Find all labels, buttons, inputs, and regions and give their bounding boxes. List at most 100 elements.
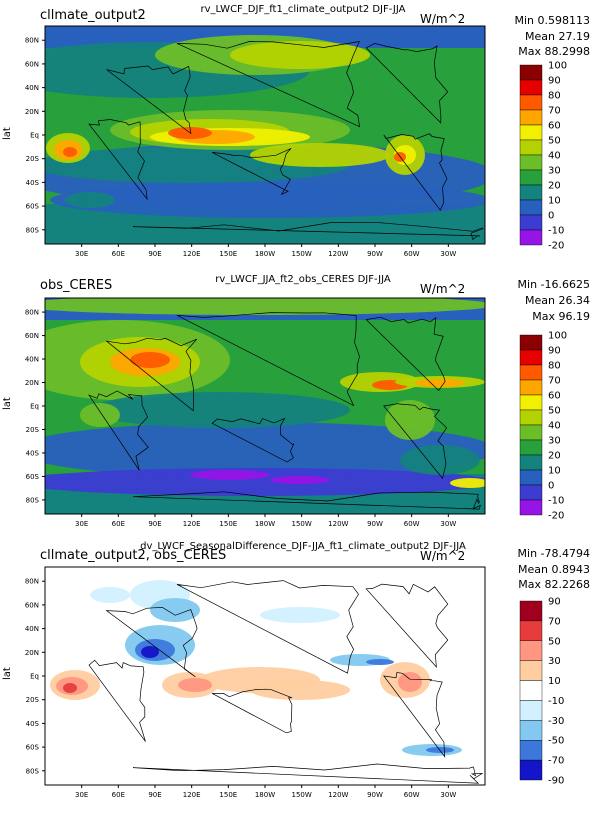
colorbar-label: 50 xyxy=(548,406,561,417)
y-tick-label: 80N xyxy=(25,37,39,45)
colorbar-swatch xyxy=(519,94,543,111)
y-tick-label: 80S xyxy=(26,226,40,234)
field-contour xyxy=(398,672,422,692)
colorbar-label: 10 xyxy=(548,196,561,207)
colorbar-label: 100 xyxy=(548,61,567,72)
x-tick-label: 150W xyxy=(292,250,312,258)
x-tick-label: 60W xyxy=(404,520,420,528)
panel-title: rv_LWCF_DJF_ft1_climate_output2 DJF-JJA xyxy=(200,4,406,15)
colorbar-label: 40 xyxy=(548,151,561,162)
colorbar-swatch xyxy=(519,454,543,471)
y-tick-label: 20S xyxy=(26,696,40,704)
colorbar-label: 90 xyxy=(548,76,561,87)
colorbar-swatch xyxy=(519,600,543,622)
panel-title: dv_LWCF_SeasonalDifference_DJF-JJA_ft1_c… xyxy=(140,541,466,552)
chart-svg: 30E 60E 90E 120E 150E 180W 150W 120W 90W 60W 30W 80… xyxy=(25,25,567,258)
colorbar-label: 30 xyxy=(548,436,561,447)
field-contour xyxy=(415,379,465,387)
field-contour xyxy=(65,192,115,208)
colorbar-swatch xyxy=(519,759,543,781)
x-tick-label: 150E xyxy=(219,520,237,528)
x-tick-label: 180W xyxy=(255,520,275,528)
colorbar-label: 60 xyxy=(548,391,561,402)
colorbar-swatch xyxy=(519,169,543,186)
y-tick-label: 80S xyxy=(26,496,40,504)
colorbar-label: -70 xyxy=(548,756,564,767)
x-tick-label: 120W xyxy=(328,520,348,528)
y-tick-label: 60S xyxy=(26,203,40,211)
colorbar-swatch xyxy=(519,154,543,171)
x-tick-label: 30W xyxy=(440,791,456,799)
stat-max: Max 82.2268 xyxy=(518,578,590,591)
field-contour xyxy=(178,678,212,692)
x-tick-label: 90W xyxy=(367,250,383,258)
field-contour xyxy=(270,476,330,484)
y-tick-label: 20S xyxy=(26,155,40,163)
stat-mean: Mean 27.19 xyxy=(525,30,590,43)
case-label: obs_CERES xyxy=(40,278,113,293)
coastline xyxy=(88,580,484,784)
colorbar-label: 20 xyxy=(548,181,561,192)
colorbar-swatch xyxy=(519,740,543,761)
colorbar-swatch xyxy=(519,640,543,661)
colorbar-swatch xyxy=(519,334,543,351)
field-contour xyxy=(141,646,159,658)
panel-1: cllmate_output2 rv_LWCF_DJF_ft1_climate_… xyxy=(0,0,606,270)
field-contour xyxy=(130,352,170,368)
colorbar-label: -10 xyxy=(548,226,564,237)
field-contour xyxy=(45,468,485,496)
colorbar-label: -20 xyxy=(548,511,564,522)
colorbar-label: 90 xyxy=(548,346,561,357)
field-contour xyxy=(260,607,340,623)
colorbar-swatch xyxy=(519,424,543,441)
y-tick-label: 20N xyxy=(25,649,39,657)
colorbar-swatch xyxy=(519,139,543,156)
colorbar-swatch xyxy=(519,349,543,366)
field-contour xyxy=(80,403,120,427)
y-tick-label: 80S xyxy=(26,767,40,775)
colorbar-label: 10 xyxy=(548,466,561,477)
units-label: W/m^2 xyxy=(420,12,466,26)
y-tick-label: Eq xyxy=(30,132,39,140)
colorbar-swatch xyxy=(519,364,543,381)
map-field xyxy=(45,298,485,514)
x-tick-label: 180W xyxy=(255,791,275,799)
colorbar-swatch xyxy=(519,469,543,486)
y-tick-label: 40S xyxy=(26,179,40,187)
x-tick-label: 120E xyxy=(183,791,201,799)
colorbar-label: 80 xyxy=(548,91,561,102)
colorbar-swatch xyxy=(519,79,543,96)
x-tick-label: 90W xyxy=(367,791,383,799)
field-contour xyxy=(250,143,390,167)
stat-mean: Mean 0.8943 xyxy=(518,563,590,576)
colorbar-label: 30 xyxy=(548,166,561,177)
x-tick-label: 120E xyxy=(183,250,201,258)
x-tick-label: 60E xyxy=(112,250,125,258)
field-contour xyxy=(90,587,130,603)
units-label: W/m^2 xyxy=(420,282,466,296)
field-contour xyxy=(450,478,485,488)
y-tick-label: 20N xyxy=(25,108,39,116)
x-tick-label: 60W xyxy=(404,250,420,258)
x-tick-label: 180W xyxy=(255,250,275,258)
stat-max: Max 96.19 xyxy=(532,310,590,323)
colorbar-label: -30 xyxy=(548,716,564,727)
colorbar-label: 10 xyxy=(548,676,561,687)
stat-min: Min 0.598113 xyxy=(514,14,590,27)
colorbar-label: 100 xyxy=(548,331,567,342)
colorbar-swatch xyxy=(519,409,543,426)
colorbar-swatch xyxy=(519,64,543,81)
y-tick-label: 40N xyxy=(25,625,39,633)
y-tick-label: 40N xyxy=(25,356,39,364)
field-contour xyxy=(366,659,394,665)
field-contour xyxy=(90,392,350,428)
panel-title: rv_LWCF_JJA_ft2_obs_CERES DJF-JJA xyxy=(215,274,391,285)
x-tick-label: 60W xyxy=(404,791,420,799)
y-tick-label: Eq xyxy=(30,673,39,681)
field-contour xyxy=(250,680,350,700)
colorbar-label: 60 xyxy=(548,121,561,132)
field-contour xyxy=(63,147,77,157)
colorbar-label: 0 xyxy=(548,481,554,492)
field-contour xyxy=(50,182,485,218)
map-field xyxy=(45,567,485,785)
